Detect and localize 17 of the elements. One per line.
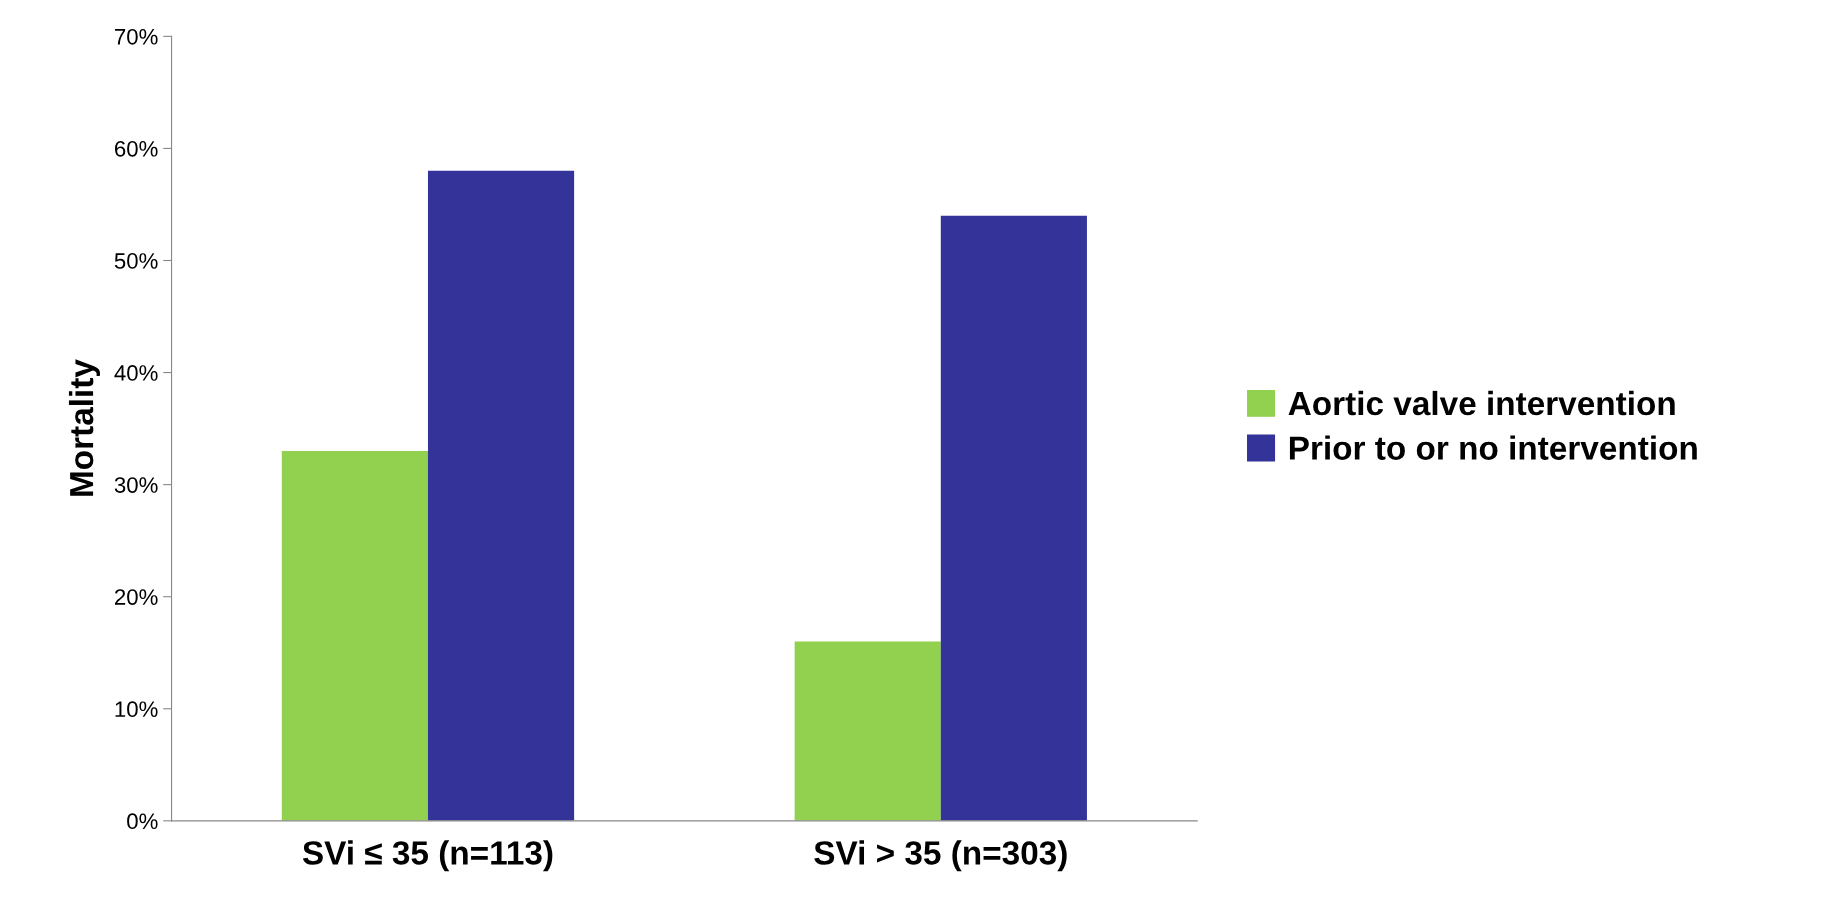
x-tick-label: SVi > 35 (n=303) <box>814 840 1067 872</box>
y-tick-label: 20% <box>115 589 158 605</box>
y-axis-title: Mortality <box>68 359 100 496</box>
y-tick-label: 50% <box>114 253 158 269</box>
bar <box>427 170 575 821</box>
y-tick-label: 10% <box>115 701 158 718</box>
y-tick-label: 40% <box>114 365 158 381</box>
bar <box>940 215 1087 821</box>
bar <box>281 451 428 821</box>
x-tick-label: SVi ≤ 35 (n=113) <box>302 840 553 872</box>
legend-label: Aortic valve intervention <box>1288 390 1675 416</box>
y-tick-label: 30% <box>114 477 158 493</box>
bar <box>794 641 941 821</box>
y-tick-label: 0% <box>127 813 158 830</box>
legend-label: Prior to or no intervention <box>1289 435 1697 460</box>
y-tick-label: 70% <box>115 28 158 45</box>
y-tick-label: 60% <box>115 140 158 157</box>
